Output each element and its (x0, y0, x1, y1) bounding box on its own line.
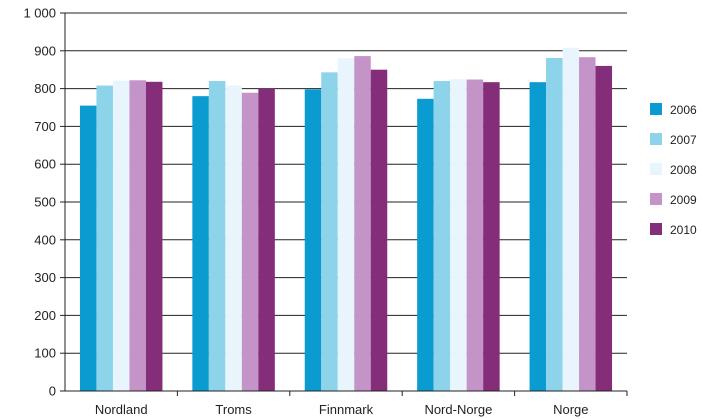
legend-label: 2006 (670, 103, 697, 117)
y-tick-label: 1 000 (23, 6, 56, 21)
bar-2009-nord-norge (466, 79, 484, 391)
y-tick-label: 200 (34, 308, 56, 323)
x-tick-label: Nordland (95, 402, 148, 417)
bar-2010-troms (258, 88, 275, 391)
y-tick-label: 400 (34, 232, 56, 247)
bar-2006-nord-norge (417, 98, 434, 391)
x-tick-label: Norge (553, 402, 588, 417)
y-tick-label: 0 (49, 384, 56, 399)
y-tick-label: 600 (34, 157, 56, 172)
legend-label: 2008 (670, 163, 697, 177)
legend-swatch (650, 193, 662, 205)
bar-2009-nordland (129, 80, 146, 391)
bar-2008-finnmark (337, 58, 355, 392)
bar-2006-troms (192, 96, 209, 391)
y-tick-label: 100 (34, 346, 56, 361)
y-tick-label: 800 (34, 81, 56, 96)
bar-2008-troms (225, 85, 242, 392)
bar-2010-nordland (145, 81, 163, 392)
bar-2007-nord-norge (433, 81, 451, 391)
x-tick-label: Finnmark (319, 402, 374, 417)
legend-swatch (650, 133, 662, 145)
legend-swatch (650, 223, 662, 235)
y-tick-label: 700 (34, 119, 56, 134)
bar-2008-norge (562, 47, 580, 391)
bar-2009-troms (241, 92, 259, 392)
bar-2010-nord-norge (483, 82, 500, 391)
bar-2008-nord-norge (450, 79, 467, 392)
bar-2007-nordland (96, 85, 113, 392)
bar-2006-finnmark (304, 89, 322, 391)
y-tick-label: 500 (34, 195, 56, 210)
legend: 2006 2007 2008 2009 2010 (650, 103, 697, 237)
legend-label: 2010 (670, 223, 697, 237)
bar-2006-norge (529, 82, 547, 391)
bar-2009-norge (579, 57, 596, 391)
bar-2010-finnmark (370, 69, 388, 391)
bar-2008-nordland (112, 80, 130, 392)
x-tick-label: Nord-Norge (424, 402, 492, 417)
bar-2007-troms (208, 81, 226, 391)
y-tick-labels: 0 100 200 300 400 500 600 700 800 900 1 000 (23, 6, 56, 399)
legend-swatch (650, 103, 662, 115)
legend-label: 2007 (670, 133, 697, 147)
bar-2007-finnmark (321, 72, 338, 391)
bar-2007-norge (546, 57, 563, 392)
x-tick-labels: Nordland Troms Finnmark Nord-Norge Norge (95, 402, 589, 417)
bar-2009-finnmark (354, 56, 371, 391)
x-tick-label: Troms (215, 402, 252, 417)
bar-2006-nordland (79, 105, 97, 392)
bar-2010-norge (595, 65, 613, 392)
y-tick-label: 900 (34, 43, 56, 58)
bars (79, 47, 613, 392)
legend-label: 2009 (670, 193, 697, 207)
legend-swatch (650, 163, 662, 175)
axes (60, 12, 628, 396)
y-tick-label: 300 (34, 270, 56, 285)
